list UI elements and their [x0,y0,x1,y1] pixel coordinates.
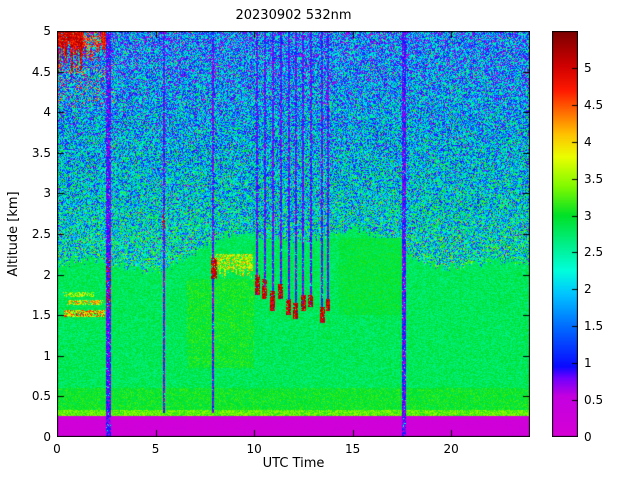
x-tick-label: 0 [53,442,61,456]
y-tick-label: 2 [43,267,51,282]
x-tick-label: 20 [443,442,459,456]
y-tick-label: 3 [43,186,51,201]
colorbar-tick-label: 1 [584,356,592,371]
colorbar-tick-label: 0.5 [584,393,604,408]
y-tick-label: 1.5 [31,308,51,323]
y-tick-label: 4.5 [31,64,51,79]
colorbar-tick-label: 0 [584,430,592,444]
y-tick-label: 2.5 [31,227,51,241]
heatmap-canvas [57,31,530,437]
x-tick-label: 5 [151,442,160,456]
y-tick-label: 0 [43,430,51,444]
y-tick-label: 4 [43,105,51,120]
y-tick-label: 5 [43,24,51,38]
colorbar-tick-label: 4 [584,134,592,149]
colorbar-tick-label: 3.5 [584,171,604,186]
y-tick-label: 0.5 [31,389,51,404]
x-tick-label: 10 [246,442,262,456]
colorbar-tick-label: 3 [584,208,592,223]
colorbar-tick-label: 1.5 [584,319,604,334]
colorbar-canvas [552,31,578,437]
plot-title: 20230902 532nm [235,8,352,23]
x-axis-label: UTC Time [262,456,325,471]
colorbar-tick-label: 2 [584,282,592,297]
colorbar-tick-label: 5 [584,60,592,75]
y-tick-label: 3.5 [31,145,51,160]
y-tick-label: 1 [43,348,51,363]
colorbar-tick-label: 2.5 [584,245,604,260]
x-tick-label: 15 [344,442,361,456]
colorbar-tick-label: 4.5 [584,97,604,112]
